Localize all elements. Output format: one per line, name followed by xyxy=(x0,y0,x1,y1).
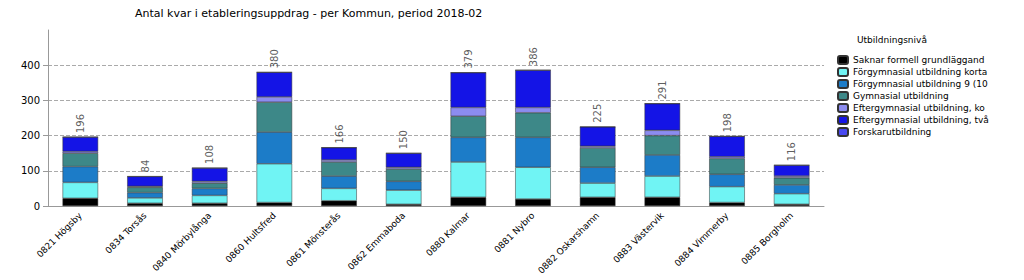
svg-text:379: 379 xyxy=(463,49,474,68)
svg-text:386: 386 xyxy=(528,47,539,66)
svg-text:380: 380 xyxy=(269,49,280,68)
svg-text:0: 0 xyxy=(34,201,40,212)
svg-text:166: 166 xyxy=(334,124,345,143)
svg-text:Saknar formell grundläggand: Saknar formell grundläggand xyxy=(853,55,985,65)
svg-text:198: 198 xyxy=(722,113,733,132)
svg-text:0861 Mönsterås: 0861 Mönsterås xyxy=(284,210,342,268)
svg-text:Antal kvar i etableringsuppdra: Antal kvar i etableringsuppdrag - per Ko… xyxy=(135,7,482,20)
svg-text:0860 Hultsfred: 0860 Hultsfred xyxy=(224,210,278,264)
svg-text:0884 Vimmerby: 0884 Vimmerby xyxy=(673,210,731,268)
svg-text:Utbildningsnivå: Utbildningsnivå xyxy=(857,35,927,45)
svg-text:Förgymnasial utbildning korta: Förgymnasial utbildning korta xyxy=(853,67,987,77)
svg-text:Förgymnasial utbildning 9 (10: Förgymnasial utbildning 9 (10 xyxy=(853,79,988,89)
svg-text:108: 108 xyxy=(204,145,215,164)
svg-text:0862 Emmaboda: 0862 Emmaboda xyxy=(346,210,407,271)
svg-text:Forskarutbildning: Forskarutbildning xyxy=(853,127,931,137)
svg-text:400: 400 xyxy=(21,60,40,71)
svg-text:0882 Oskarshamn: 0882 Oskarshamn xyxy=(536,210,601,275)
svg-text:0821 Högsby: 0821 Högsby xyxy=(35,210,85,260)
svg-text:0883 Västervik: 0883 Västervik xyxy=(611,210,666,265)
svg-text:225: 225 xyxy=(592,104,603,123)
svg-text:100: 100 xyxy=(21,165,40,176)
svg-text:0885 Borgholm: 0885 Borgholm xyxy=(739,210,795,266)
svg-text:Eftergymnasial utbildning, två: Eftergymnasial utbildning, två xyxy=(853,115,989,125)
svg-text:300: 300 xyxy=(21,95,40,106)
svg-text:0880 Kalmar: 0880 Kalmar xyxy=(424,210,472,258)
svg-text:196: 196 xyxy=(75,114,86,133)
svg-text:Eftergymnasial utbildning, ko: Eftergymnasial utbildning, ko xyxy=(853,103,985,113)
svg-text:0840 Mörbylånga: 0840 Mörbylånga xyxy=(151,210,214,273)
svg-text:291: 291 xyxy=(657,80,668,99)
svg-text:84: 84 xyxy=(140,160,151,173)
svg-text:0834 Torsås: 0834 Torsås xyxy=(103,210,148,255)
svg-text:150: 150 xyxy=(398,130,409,149)
svg-text:116: 116 xyxy=(786,142,797,161)
svg-text:0881 Nybro: 0881 Nybro xyxy=(492,210,536,254)
svg-text:Gymnasial utbildning: Gymnasial utbildning xyxy=(853,91,949,101)
svg-text:200: 200 xyxy=(21,130,40,141)
